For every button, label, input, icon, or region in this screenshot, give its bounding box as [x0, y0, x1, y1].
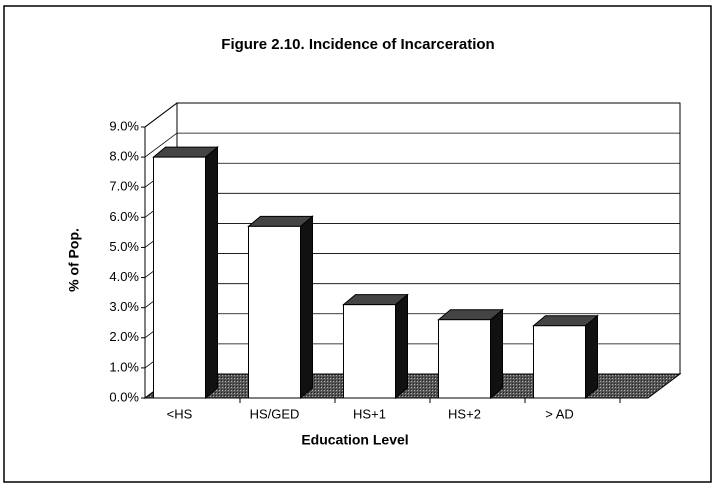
- y-tick-label: 3.0%: [109, 299, 139, 314]
- x-tick-label: HS+2: [448, 406, 481, 421]
- bar: [533, 325, 586, 399]
- x-tick-label: HS/GED: [250, 406, 300, 421]
- bar-side: [585, 314, 598, 400]
- floor: [143, 373, 682, 399]
- bar-top: [532, 315, 599, 327]
- bar-side: [205, 146, 218, 400]
- grid-line: [144, 102, 680, 128]
- y-tick-label: 5.0%: [109, 239, 139, 254]
- y-tick-label: 1.0%: [109, 359, 139, 374]
- bar-top: [247, 215, 314, 227]
- x-axis-title: Education Level: [301, 432, 408, 448]
- x-tick-label: <HS: [167, 406, 193, 421]
- y-tick-label: 9.0%: [109, 118, 139, 133]
- bar-top: [437, 309, 504, 321]
- bar-top: [152, 146, 219, 158]
- y-tick-label: 8.0%: [109, 149, 139, 164]
- bar: [343, 304, 396, 399]
- y-tick-label: 6.0%: [109, 209, 139, 224]
- grid-line: [144, 132, 680, 158]
- bar-side: [395, 293, 408, 400]
- bar: [153, 156, 206, 399]
- y-tick-label: 0.0%: [109, 389, 139, 404]
- chart-title: Figure 2.10. Incidence of Incarceration: [221, 36, 494, 53]
- bar: [248, 225, 301, 399]
- bar-top: [342, 294, 409, 306]
- bar-side: [300, 215, 313, 400]
- bar: [438, 319, 491, 399]
- x-tick-label: HS+1: [353, 406, 386, 421]
- x-tick-label: > AD: [545, 406, 574, 421]
- y-axis-title: % of Pop.: [66, 228, 82, 292]
- y-tick-label: 7.0%: [109, 179, 139, 194]
- y-tick-label: 2.0%: [109, 329, 139, 344]
- y-tick-label: 4.0%: [109, 269, 139, 284]
- bar-side: [490, 308, 503, 400]
